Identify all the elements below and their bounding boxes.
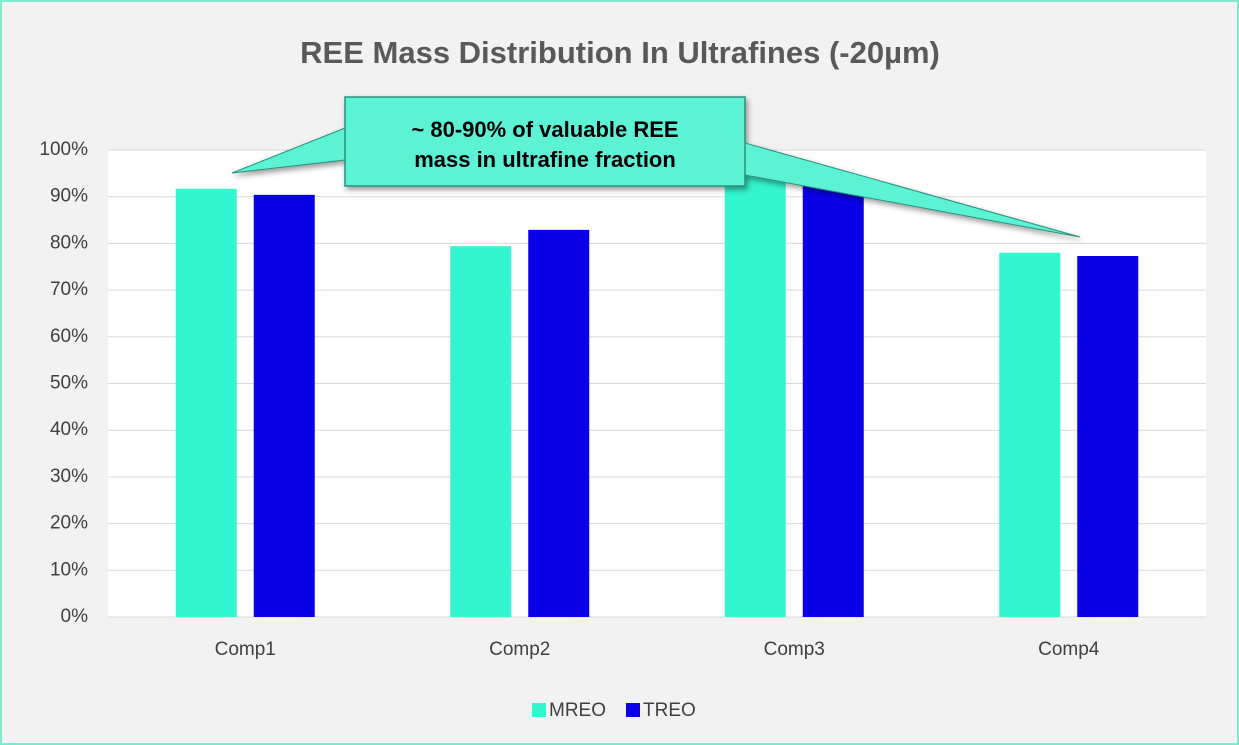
x-tick-label: Comp4 bbox=[1038, 639, 1100, 660]
y-tick-label: 30% bbox=[50, 466, 88, 487]
legend-swatch bbox=[626, 703, 640, 717]
callout-box bbox=[344, 96, 746, 187]
annotation: ~ 80-90% of valuable REE bbox=[411, 117, 678, 142]
legend-label: TREO bbox=[643, 700, 696, 721]
y-tick-label: 50% bbox=[50, 373, 88, 394]
x-tick-label: Comp1 bbox=[215, 639, 276, 660]
callout bbox=[231, 96, 1081, 238]
bar bbox=[253, 194, 315, 617]
chart-title: REE Mass Distribution In Ultrafines (-20… bbox=[300, 35, 940, 70]
y-tick-label: 70% bbox=[50, 279, 88, 300]
bar bbox=[175, 188, 237, 618]
x-tick-label: Comp2 bbox=[489, 639, 550, 660]
legend-label: MREO bbox=[549, 700, 606, 721]
bar bbox=[528, 229, 590, 617]
bar bbox=[1077, 256, 1139, 617]
bar bbox=[999, 252, 1061, 618]
x-tick-label: Comp3 bbox=[764, 639, 825, 660]
y-tick-label: 20% bbox=[50, 513, 88, 534]
legend-swatch bbox=[532, 703, 546, 717]
y-tick-label: 60% bbox=[50, 326, 88, 347]
y-tick-label: 0% bbox=[61, 606, 89, 627]
bar bbox=[450, 246, 512, 617]
y-tick-label: 80% bbox=[50, 232, 88, 253]
bar bbox=[802, 182, 864, 617]
bar bbox=[724, 173, 786, 617]
y-tick-label: 10% bbox=[50, 559, 88, 580]
y-tick-label: 100% bbox=[39, 139, 88, 160]
y-tick-label: 40% bbox=[50, 419, 88, 440]
annotation: mass in ultrafine fraction bbox=[414, 147, 676, 172]
y-tick-label: 90% bbox=[50, 186, 88, 207]
